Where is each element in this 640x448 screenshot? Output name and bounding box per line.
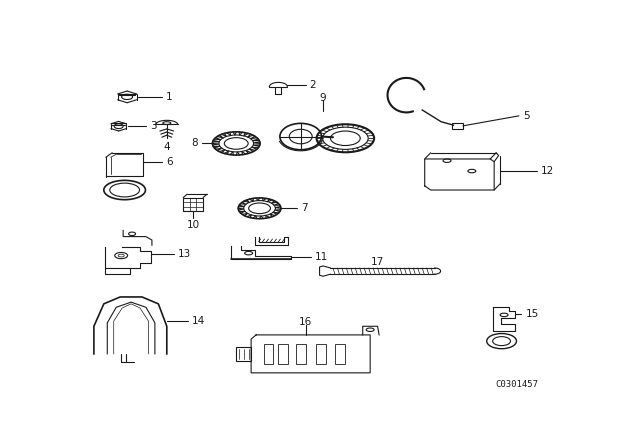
Text: 9: 9: [320, 93, 326, 103]
Bar: [296, 344, 306, 364]
Text: 14: 14: [192, 316, 205, 326]
Bar: [335, 344, 346, 364]
Text: 3: 3: [150, 121, 157, 131]
Text: 10: 10: [186, 220, 200, 230]
Text: 1: 1: [166, 92, 172, 102]
Text: 15: 15: [525, 309, 539, 319]
Text: 2: 2: [310, 80, 316, 90]
Text: 7: 7: [301, 203, 307, 213]
Bar: [264, 344, 273, 364]
Text: 5: 5: [523, 111, 529, 121]
Bar: [278, 344, 288, 364]
Text: 13: 13: [178, 249, 191, 259]
Text: 8: 8: [191, 138, 198, 148]
Text: 17: 17: [371, 258, 384, 267]
Bar: [452, 123, 463, 129]
Text: 6: 6: [166, 157, 172, 168]
Text: 11: 11: [315, 252, 328, 262]
Bar: [183, 198, 203, 211]
Text: 12: 12: [541, 166, 554, 176]
Bar: [316, 344, 326, 364]
Bar: [236, 347, 251, 361]
Text: 16: 16: [299, 317, 312, 327]
Text: 4: 4: [163, 142, 170, 152]
Text: C0301457: C0301457: [495, 380, 538, 389]
